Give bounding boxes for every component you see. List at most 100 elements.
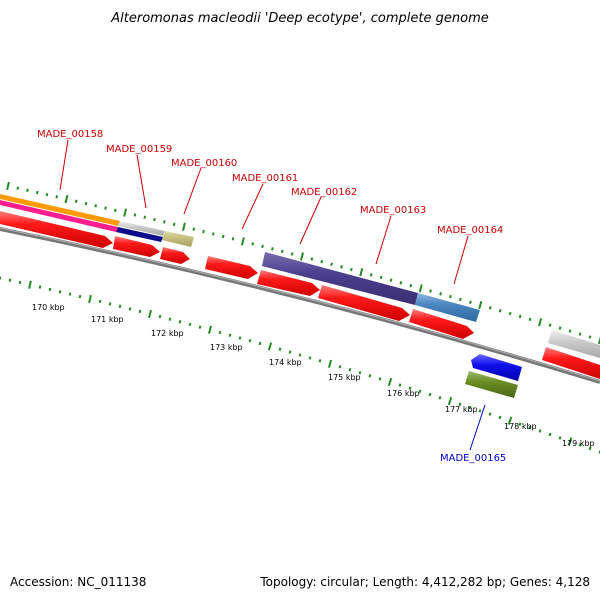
minor-tick bbox=[371, 273, 372, 276]
gene-label: MADE_00163 bbox=[360, 205, 426, 216]
minor-tick bbox=[180, 320, 181, 323]
minor-tick bbox=[290, 351, 291, 354]
minor-tick bbox=[351, 268, 352, 271]
minor-tick bbox=[164, 221, 165, 224]
minor-tick bbox=[233, 237, 234, 240]
minor-tick bbox=[430, 393, 431, 396]
minor-tick bbox=[144, 216, 145, 219]
major-tick bbox=[89, 295, 91, 303]
minor-tick bbox=[160, 315, 161, 318]
minor-tick bbox=[292, 253, 293, 256]
minor-tick bbox=[260, 342, 261, 345]
scale-label: 179 kbp bbox=[562, 439, 595, 448]
minor-tick bbox=[250, 339, 251, 342]
minor-tick bbox=[300, 354, 301, 357]
minor-tick bbox=[310, 357, 311, 360]
major-tick bbox=[269, 343, 271, 351]
minor-tick bbox=[420, 390, 421, 393]
minor-tick bbox=[47, 193, 48, 196]
minor-tick bbox=[115, 209, 116, 212]
scale-label: 175 kbp bbox=[328, 373, 361, 382]
major-tick bbox=[149, 310, 151, 318]
minor-tick bbox=[223, 235, 224, 238]
minor-tick bbox=[381, 276, 382, 279]
topology-summary: Topology: circular; Length: 4,412,282 bp… bbox=[259, 575, 590, 589]
minor-tick bbox=[570, 330, 571, 333]
scale-label: 174 kbp bbox=[269, 358, 302, 367]
gene-label: MADE_00159 bbox=[106, 144, 172, 155]
gene-label: MADE_00160 bbox=[171, 158, 237, 169]
scale-label: 172 kbp bbox=[151, 329, 184, 338]
major-tick bbox=[301, 253, 303, 261]
minor-tick bbox=[590, 336, 591, 339]
minor-tick bbox=[76, 200, 77, 203]
minor-tick bbox=[400, 384, 401, 387]
minor-tick bbox=[550, 324, 551, 327]
minor-tick bbox=[380, 378, 381, 381]
major-tick bbox=[539, 318, 541, 326]
minor-tick bbox=[70, 293, 71, 296]
minor-tick bbox=[50, 288, 51, 291]
minor-tick bbox=[200, 326, 201, 329]
minor-tick bbox=[430, 290, 431, 293]
minor-tick bbox=[320, 359, 321, 362]
minor-tick bbox=[174, 223, 175, 226]
minor-tick bbox=[154, 218, 155, 221]
accession-text: Accession: NC_011138 bbox=[10, 575, 146, 589]
minor-tick bbox=[321, 260, 322, 263]
minor-tick bbox=[130, 308, 131, 311]
gene-label: MADE_00165 bbox=[440, 453, 506, 464]
minor-tick bbox=[460, 298, 461, 301]
minor-tick bbox=[480, 409, 481, 412]
gene-labels: MADE_00158 MADE_00159 MADE_00160 MADE_00… bbox=[37, 129, 506, 464]
minor-tick bbox=[350, 368, 351, 371]
minor-tick bbox=[510, 312, 511, 315]
minor-tick bbox=[401, 281, 402, 284]
minor-tick bbox=[10, 279, 11, 282]
minor-tick bbox=[17, 187, 18, 190]
gene-label: MADE_00161 bbox=[232, 173, 298, 184]
minor-tick bbox=[490, 413, 491, 416]
scale-label: 177 kbp bbox=[445, 405, 478, 414]
major-tick bbox=[360, 268, 362, 276]
minor-tick bbox=[370, 374, 371, 377]
minor-tick bbox=[500, 416, 501, 419]
minor-tick bbox=[220, 331, 221, 334]
minor-tick bbox=[391, 279, 392, 282]
major-tick bbox=[7, 182, 9, 190]
minor-tick bbox=[203, 230, 204, 233]
major-tick bbox=[66, 195, 68, 203]
major-tick bbox=[124, 209, 126, 217]
minor-tick bbox=[190, 323, 191, 326]
minor-tick bbox=[341, 265, 342, 268]
major-tick bbox=[29, 281, 31, 289]
minor-tick bbox=[135, 214, 136, 217]
minor-tick bbox=[440, 396, 441, 399]
minor-tick bbox=[37, 191, 38, 194]
reverse-cds-track bbox=[465, 354, 522, 398]
minor-tick bbox=[550, 433, 551, 436]
minor-tick bbox=[272, 247, 273, 250]
minor-tick bbox=[540, 430, 541, 433]
major-tick bbox=[183, 223, 185, 231]
minor-tick bbox=[40, 286, 41, 289]
minor-tick bbox=[240, 337, 241, 340]
minor-tick bbox=[560, 437, 561, 440]
map-title: Alteromonas macleodii 'Deep ecotype', co… bbox=[110, 11, 488, 26]
minor-tick bbox=[262, 245, 263, 248]
minor-tick bbox=[340, 365, 341, 368]
minor-tick bbox=[580, 333, 581, 336]
scale-label: 171 kbp bbox=[91, 315, 124, 324]
minor-tick bbox=[27, 189, 28, 192]
upper-feature-track bbox=[262, 252, 600, 358]
scale-label: 176 kbp bbox=[387, 389, 420, 398]
major-tick bbox=[449, 397, 451, 405]
scale-label: 178 kbp bbox=[504, 422, 537, 431]
gene-label: MADE_00162 bbox=[291, 187, 357, 198]
minor-tick bbox=[56, 195, 57, 198]
minor-tick bbox=[470, 301, 471, 304]
minor-tick bbox=[410, 284, 411, 287]
minor-tick bbox=[213, 233, 214, 236]
